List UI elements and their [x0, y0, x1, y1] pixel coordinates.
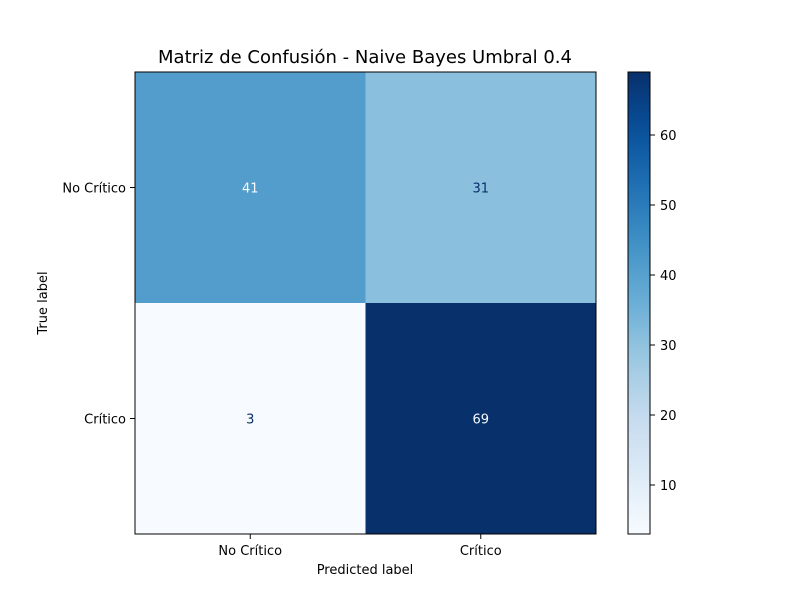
colorbar-tick-label: 50	[660, 199, 677, 214]
heatmap-cell	[365, 72, 597, 304]
cell-value-label: 69	[472, 413, 489, 428]
plot-frame	[134, 71, 597, 535]
x-tick-label: No Crítico	[218, 544, 282, 559]
colorbar: 10 20 30 40 50 60	[627, 71, 677, 535]
heatmap-cell	[135, 303, 366, 535]
colorbar-gradient	[628, 72, 650, 534]
x-tick-label: Crítico	[460, 544, 502, 559]
colorbar-tick-label: 60	[660, 129, 677, 144]
heatmap-cell	[365, 303, 597, 535]
colorbar-tick-label: 10	[660, 479, 677, 494]
colorbar-tick-label: 40	[660, 269, 677, 284]
heatmap-cell	[135, 72, 366, 304]
x-axis-ticks: No Crítico Crítico	[218, 534, 502, 559]
cell-value-label: 3	[246, 413, 254, 428]
colorbar-tick-label: 30	[660, 339, 677, 354]
colorbar-tick-label: 20	[660, 409, 677, 424]
cell-value-label: 31	[472, 182, 489, 197]
y-tick-label: No Crítico	[62, 182, 126, 197]
y-axis-ticks: No Crítico Crítico	[62, 182, 135, 428]
x-axis-label: Predicted label	[317, 563, 414, 578]
cell-value-label: 41	[242, 182, 259, 197]
y-axis-label: True label	[36, 271, 51, 335]
chart-title: Matriz de Confusión - Naive Bayes Umbral…	[158, 47, 572, 68]
y-tick-label: Crítico	[84, 413, 126, 428]
cell-annotations: 41 31 3 69	[242, 182, 489, 428]
colorbar-frame	[627, 71, 651, 535]
heatmap-cells	[135, 72, 597, 535]
